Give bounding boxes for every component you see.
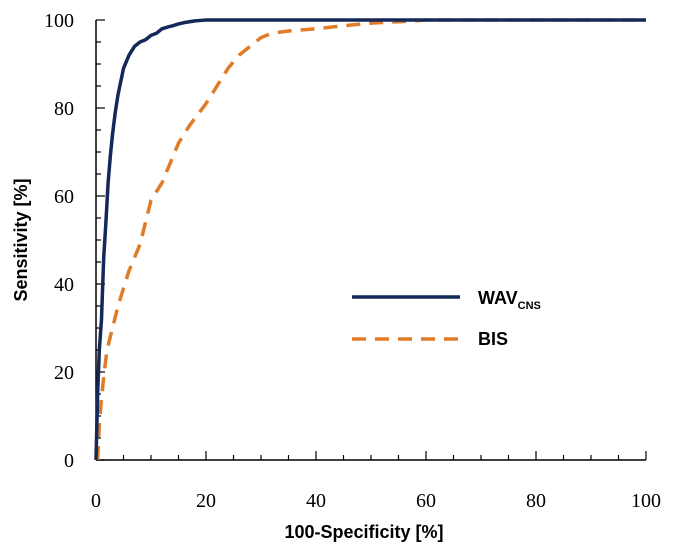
plot-area xyxy=(95,20,646,461)
y-tick-labels: 0 20 40 60 80 100 xyxy=(44,10,74,472)
x-tick-label: 40 xyxy=(306,490,326,512)
y-axis-title: Sensitivity [%] xyxy=(11,178,31,301)
x-ticks xyxy=(95,451,647,460)
y-tick-label: 0 xyxy=(64,450,74,472)
series-line-bis xyxy=(95,18,646,461)
x-tick-label: 0 xyxy=(91,490,101,512)
legend: WAVCNS BIS xyxy=(352,288,541,349)
y-tick-label: 60 xyxy=(54,186,74,208)
y-tick-label: 100 xyxy=(44,10,74,32)
x-tick-label: 20 xyxy=(196,490,216,512)
series-line-wavcns xyxy=(94,18,646,461)
legend-label-bis: BIS xyxy=(478,329,508,349)
legend-label-wavcns: WAVCNS xyxy=(478,288,541,312)
x-axis-title: 100-Specificity [%] xyxy=(284,522,443,542)
y-tick-label: 80 xyxy=(54,98,74,120)
y-tick-label: 20 xyxy=(54,362,74,384)
x-tick-labels: 0 20 40 60 80 100 xyxy=(91,490,661,512)
y-tick-label: 40 xyxy=(54,274,74,296)
series-lines xyxy=(94,18,646,461)
x-tick-label: 100 xyxy=(631,490,661,512)
x-tick-label: 60 xyxy=(416,490,436,512)
x-tick-label: 80 xyxy=(526,490,546,512)
